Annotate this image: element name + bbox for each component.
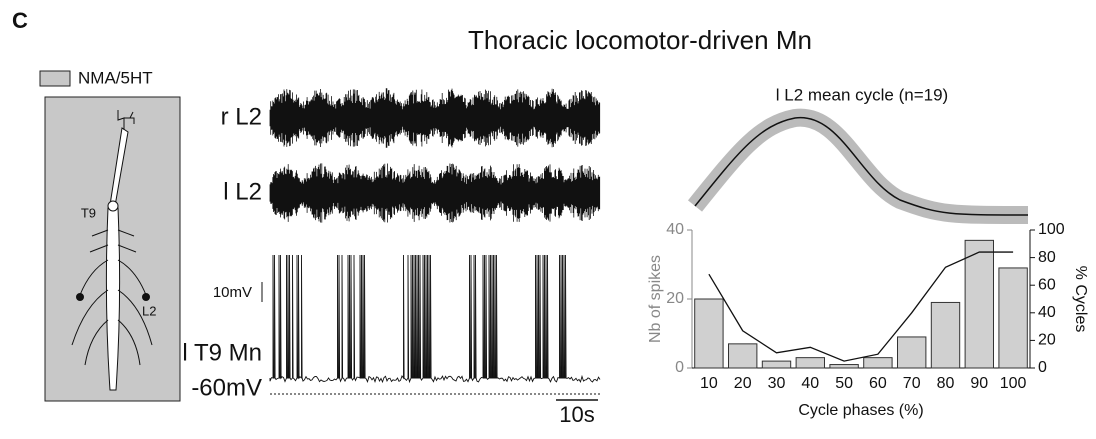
traces	[269, 88, 601, 384]
voltage-scale-label: 10mV	[213, 284, 252, 301]
bar	[694, 298, 724, 369]
x-tick-label: 60	[869, 375, 887, 392]
x-tick-label: 40	[801, 375, 819, 392]
panel-label: C	[12, 8, 28, 33]
bar	[930, 301, 961, 369]
trace-label: l T9 Mn	[182, 339, 262, 366]
bar	[998, 267, 1028, 369]
legend-label: NMA/5HT	[78, 68, 153, 87]
nerve-cord	[71, 110, 153, 391]
nerve-trace	[269, 163, 601, 223]
y2-tick-label: 40	[1038, 304, 1056, 321]
x-tick-label: 30	[768, 375, 786, 392]
y2-tick-label: 60	[1038, 276, 1056, 293]
x-tick-label: 90	[970, 375, 988, 392]
y-axis-label: Nb of spikes	[647, 255, 664, 343]
mean-cycle-title: l L2 mean cycle (n=19)	[776, 85, 948, 104]
time-scale-label: 10s	[559, 402, 594, 427]
mean-cycle-band	[687, 108, 1029, 224]
y2-tick-label: 0	[1038, 359, 1047, 376]
x-tick-label: 70	[903, 375, 921, 392]
mean-cycle-line	[694, 117, 1029, 216]
line	[708, 251, 1014, 362]
y2-tick-label: 80	[1038, 249, 1056, 266]
legend-swatch	[39, 70, 71, 87]
title: Thoracic locomotor-driven Mn	[468, 25, 812, 55]
resting-label: -60mV	[191, 374, 262, 401]
y2-axis-label: % Cycles	[1072, 266, 1089, 333]
trace-label: r L2	[221, 103, 262, 130]
trace-label: l L2	[223, 178, 262, 205]
bar	[728, 343, 758, 369]
y-tick-label: 40	[666, 221, 684, 238]
diagram-label: L2	[142, 303, 156, 318]
diagram-label: T9	[81, 205, 96, 220]
y-tick-label: 20	[666, 290, 684, 307]
nerve-trace	[269, 88, 601, 148]
y2-tick-label: 100	[1038, 221, 1065, 238]
y2-tick-label: 20	[1038, 332, 1056, 349]
bar	[897, 336, 927, 369]
x-tick-label: 80	[937, 375, 955, 392]
x-axis-label: Cycle phases (%)	[798, 402, 923, 419]
x-tick-label: 100	[1000, 375, 1027, 392]
y-tick-label: 0	[675, 359, 684, 376]
bar	[829, 364, 859, 369]
x-tick-label: 20	[734, 375, 752, 392]
bar	[795, 357, 825, 369]
mn-trace	[269, 254, 601, 384]
bar	[761, 360, 792, 369]
bar	[964, 239, 994, 369]
bar	[863, 357, 893, 369]
x-tick-label: 50	[835, 375, 853, 392]
x-tick-label: 10	[700, 375, 718, 392]
